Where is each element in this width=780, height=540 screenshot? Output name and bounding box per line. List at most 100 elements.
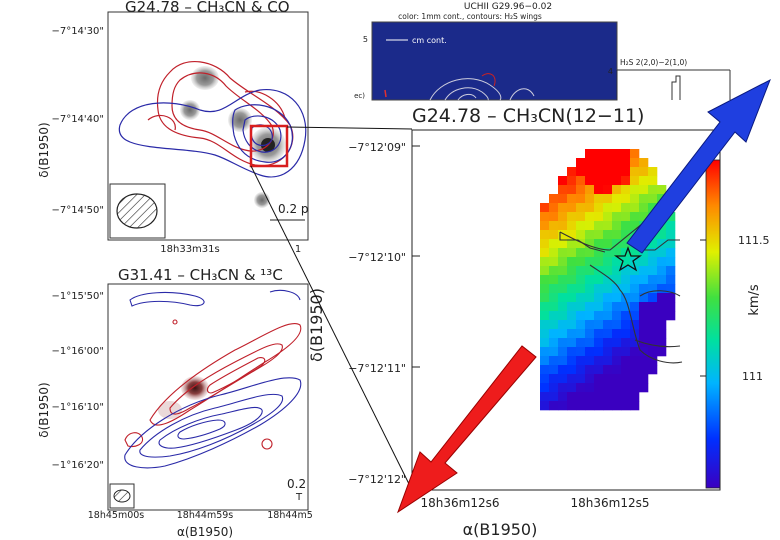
velocity-pixel xyxy=(639,302,649,312)
velocity-pixel xyxy=(603,347,613,357)
panel-tc-ylabel: ec) xyxy=(354,92,365,100)
velocity-pixel xyxy=(630,347,640,357)
velocity-pixel xyxy=(666,221,676,231)
velocity-pixel xyxy=(567,401,577,411)
velocity-pixel xyxy=(603,212,613,222)
velocity-pixel xyxy=(603,293,613,303)
velocity-pixel xyxy=(576,284,586,294)
velocity-pixel xyxy=(603,176,613,186)
velocity-pixel xyxy=(558,392,568,402)
velocity-pixel xyxy=(549,392,559,402)
velocity-pixel xyxy=(657,266,667,276)
velocity-pixel xyxy=(576,311,586,321)
velocity-pixel xyxy=(576,176,586,186)
panel-bl-title: G31.41 – CH₃CN & ¹³C xyxy=(118,266,283,284)
panel-bl-xtick: 18h44m59s xyxy=(177,510,234,521)
velocity-pixel xyxy=(558,347,568,357)
velocity-pixel xyxy=(558,275,568,285)
velocity-pixel xyxy=(549,275,559,285)
velocity-pixel xyxy=(549,266,559,276)
velocity-pixel xyxy=(666,248,676,258)
velocity-pixel xyxy=(648,284,658,294)
velocity-pixel xyxy=(657,302,667,312)
velocity-pixel xyxy=(630,176,640,186)
white-contours xyxy=(429,78,535,101)
velocity-pixel xyxy=(666,284,676,294)
velocity-pixel xyxy=(576,230,586,240)
velocity-pixel xyxy=(630,392,640,402)
velocity-pixel xyxy=(540,266,550,276)
velocity-pixel xyxy=(648,248,658,258)
velocity-pixel xyxy=(540,383,550,393)
velocity-pixel xyxy=(540,320,550,330)
velocity-pixel xyxy=(612,257,622,267)
velocity-pixel xyxy=(558,383,568,393)
velocity-pixel xyxy=(639,212,649,222)
panel-main-xtick: 18h36m12s5 xyxy=(571,496,650,510)
velocity-pixel xyxy=(594,257,604,267)
velocity-pixel xyxy=(549,248,559,258)
velocity-map xyxy=(540,149,676,411)
velocity-pixel xyxy=(603,392,613,402)
uchii-map xyxy=(372,22,617,100)
panel-main-ytick: −7°12'10" xyxy=(348,251,406,264)
velocity-pixel xyxy=(621,176,631,186)
velocity-pixel xyxy=(585,302,595,312)
velocity-pixel xyxy=(639,293,649,303)
velocity-pixel xyxy=(639,203,649,213)
velocity-pixel xyxy=(621,203,631,213)
velocity-pixel xyxy=(639,311,649,321)
velocity-pixel xyxy=(594,329,604,339)
velocity-pixel xyxy=(594,293,604,303)
velocity-pixel xyxy=(558,221,568,231)
velocity-pixel xyxy=(621,221,631,231)
velocity-pixel xyxy=(648,320,658,330)
red-outflow-arrow-icon xyxy=(397,345,537,514)
velocity-pixel xyxy=(549,356,559,366)
velocity-pixel xyxy=(576,347,586,357)
velocity-pixel xyxy=(576,275,586,285)
zoom-box xyxy=(249,124,289,168)
velocity-pixel xyxy=(657,185,667,195)
velocity-pixel xyxy=(540,257,550,267)
velocity-pixel xyxy=(558,257,568,267)
panel-bl-xlabel: α(B1950) xyxy=(177,525,233,539)
velocity-pixel xyxy=(612,176,622,186)
velocity-pixel xyxy=(594,338,604,348)
velocity-pixel xyxy=(549,302,559,312)
velocity-pixel xyxy=(549,374,559,384)
velocity-pixel xyxy=(630,374,640,384)
velocity-pixel xyxy=(594,275,604,285)
red-contour xyxy=(481,73,496,87)
velocity-pixel xyxy=(603,311,613,321)
velocity-pixel xyxy=(576,320,586,330)
velocity-pixel xyxy=(567,284,577,294)
velocity-pixel xyxy=(558,320,568,330)
velocity-pixel xyxy=(594,176,604,186)
connector-line xyxy=(286,126,413,130)
velocity-pixel xyxy=(585,347,595,357)
velocity-pixel xyxy=(621,266,631,276)
velocity-pixel xyxy=(603,248,613,258)
velocity-pixel xyxy=(603,338,613,348)
velocity-pixel xyxy=(621,338,631,348)
velocity-pixel xyxy=(594,347,604,357)
panel-bl-ytick: −1°16'10" xyxy=(51,402,104,413)
velocity-pixel xyxy=(648,194,658,204)
panel-main-ytick: −7°12'11" xyxy=(348,362,406,375)
velocity-pixel xyxy=(567,374,577,384)
spectrum-line xyxy=(671,75,681,100)
velocity-pixel xyxy=(612,167,622,177)
velocity-pixel xyxy=(540,239,550,249)
velocity-pixel xyxy=(594,167,604,177)
velocity-pixel xyxy=(603,158,613,168)
velocity-pixel xyxy=(621,149,631,159)
velocity-pixel xyxy=(612,230,622,240)
velocity-pixel xyxy=(630,401,640,411)
velocity-pixel xyxy=(585,239,595,249)
velocity-pixel xyxy=(666,275,676,285)
velocity-pixel xyxy=(567,275,577,285)
velocity-pixel xyxy=(648,293,658,303)
blue-outflow-arrow-icon xyxy=(626,78,771,254)
velocity-pixel xyxy=(612,320,622,330)
